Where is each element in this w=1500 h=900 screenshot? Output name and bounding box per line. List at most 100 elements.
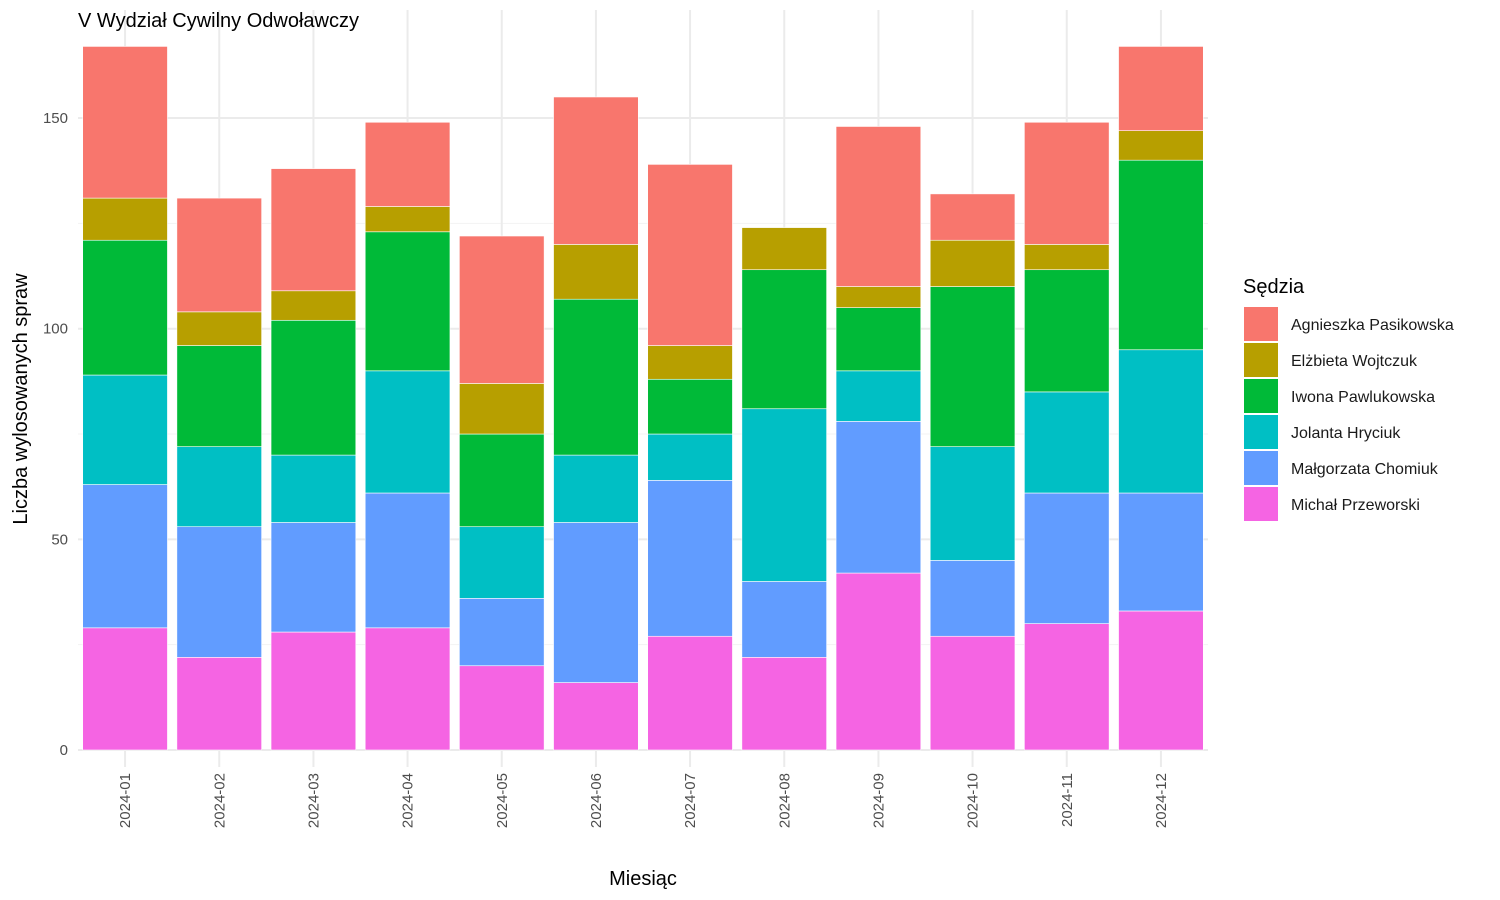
bar-segment <box>364 370 451 494</box>
bar-segment <box>647 433 733 481</box>
legend-label: Małgorzata Chomiuk <box>1291 461 1439 478</box>
bar-segment <box>270 290 357 321</box>
bar-segment <box>364 627 451 751</box>
bar-segment <box>929 635 1016 751</box>
legend-title: Sędzia <box>1243 276 1305 298</box>
bar-segment <box>1118 46 1204 131</box>
bar-segment <box>1118 610 1204 751</box>
bar-segment <box>82 374 168 485</box>
y-tick-label: 100 <box>43 321 68 338</box>
bar-segment <box>1118 130 1204 161</box>
bar-segment <box>929 446 1016 561</box>
bar-segment <box>929 286 1016 447</box>
x-tick-label: 2024-10 <box>965 773 982 828</box>
bar-segment <box>929 560 1016 637</box>
bar-segment <box>741 581 827 658</box>
legend-swatch <box>1244 307 1278 341</box>
bar-segment <box>741 657 827 751</box>
bar-segment <box>176 657 262 751</box>
bar-segment <box>647 480 733 637</box>
bar-segment <box>270 631 357 751</box>
x-tick-label: 2024-03 <box>305 773 322 828</box>
bar-segment <box>82 627 168 751</box>
legend: Sędzia Agnieszka Pasikowska Elżbieta Wojt… <box>1243 276 1454 521</box>
bar-segment <box>176 446 262 528</box>
x-axis-title: Miesiąc <box>609 868 677 890</box>
x-tick-label: 2024-12 <box>1153 773 1170 828</box>
bar-segment <box>1024 492 1110 624</box>
bar-segment <box>1024 391 1110 494</box>
x-axis: 2024-01 2024-02 2024-03 2024-04 2024-05 2024-… <box>117 773 1170 828</box>
bar-segment <box>929 239 1016 287</box>
x-tick-label: 2024-01 <box>117 773 134 828</box>
bar-segment <box>82 46 168 199</box>
bar-segment <box>176 345 262 447</box>
bar-segment <box>1024 244 1110 271</box>
bar-segment <box>176 197 262 313</box>
x-tick-label: 2024-02 <box>211 773 228 828</box>
bar-segment <box>647 164 733 346</box>
legend-label: Michał Przeworski <box>1291 497 1420 514</box>
bar-segment <box>835 370 922 422</box>
bar-segment <box>82 197 168 241</box>
x-tick-label: 2024-07 <box>682 773 699 828</box>
bar-segment <box>364 206 451 233</box>
bar-segment <box>270 522 357 633</box>
bar-segment <box>647 378 733 435</box>
bar-segment <box>835 286 922 308</box>
y-axis-title: Liczba wylosowanych spraw <box>10 273 32 525</box>
bar-segment <box>459 235 545 384</box>
bar-segment <box>741 227 827 271</box>
bar-segment <box>553 244 639 300</box>
legend-swatch <box>1244 451 1278 485</box>
bar-segment <box>553 298 639 456</box>
bar-segment <box>741 408 827 582</box>
bar-segment <box>1118 349 1204 494</box>
y-axis: 0 50 100 150 <box>43 110 68 759</box>
bar-segment <box>929 193 1016 241</box>
legend-swatch <box>1244 415 1278 449</box>
bar-segment <box>176 311 262 346</box>
bar-segment <box>835 126 922 287</box>
chart-title: V Wydział Cywilny Odwoławczy <box>78 10 359 32</box>
bar-segment <box>553 96 639 245</box>
bar-segment <box>1118 159 1204 351</box>
y-tick-label: 150 <box>43 110 68 127</box>
bar-segment <box>459 433 545 528</box>
bar-segment <box>459 598 545 667</box>
bar-segment <box>1024 269 1110 393</box>
legend-swatch <box>1244 487 1278 521</box>
bar-segment <box>270 319 357 456</box>
x-tick-label: 2024-04 <box>400 773 417 828</box>
y-tick-label: 0 <box>60 742 68 759</box>
bar-segment <box>82 239 168 376</box>
bar-segment <box>835 307 922 372</box>
legend-swatch <box>1244 343 1278 377</box>
bar-segment <box>1024 121 1110 245</box>
x-tick-label: 2024-08 <box>776 773 793 828</box>
bar-segment <box>364 121 451 207</box>
bar-segment <box>1024 623 1110 751</box>
bar-segment <box>553 454 639 523</box>
bar-segment <box>1118 492 1204 612</box>
bar-segment <box>459 383 545 435</box>
bar-segment <box>459 665 545 751</box>
legend-label: Iwona Pawlukowska <box>1291 389 1435 406</box>
legend-swatch <box>1244 379 1278 413</box>
bars <box>82 46 1204 751</box>
bar-segment <box>176 526 262 658</box>
x-tick-label: 2024-05 <box>494 773 511 828</box>
bar-segment <box>647 635 733 751</box>
bar-segment <box>741 269 827 410</box>
legend-label: Agnieszka Pasikowska <box>1291 317 1454 334</box>
x-tick-label: 2024-11 <box>1059 773 1076 827</box>
y-tick-label: 50 <box>51 531 68 548</box>
bar-segment <box>270 168 357 292</box>
bar-segment <box>364 492 451 629</box>
x-tick-label: 2024-06 <box>588 773 605 828</box>
bar-segment <box>835 421 922 574</box>
bar-segment <box>647 345 733 380</box>
bar-segment <box>82 484 168 629</box>
x-tick-label: 2024-09 <box>870 773 887 828</box>
